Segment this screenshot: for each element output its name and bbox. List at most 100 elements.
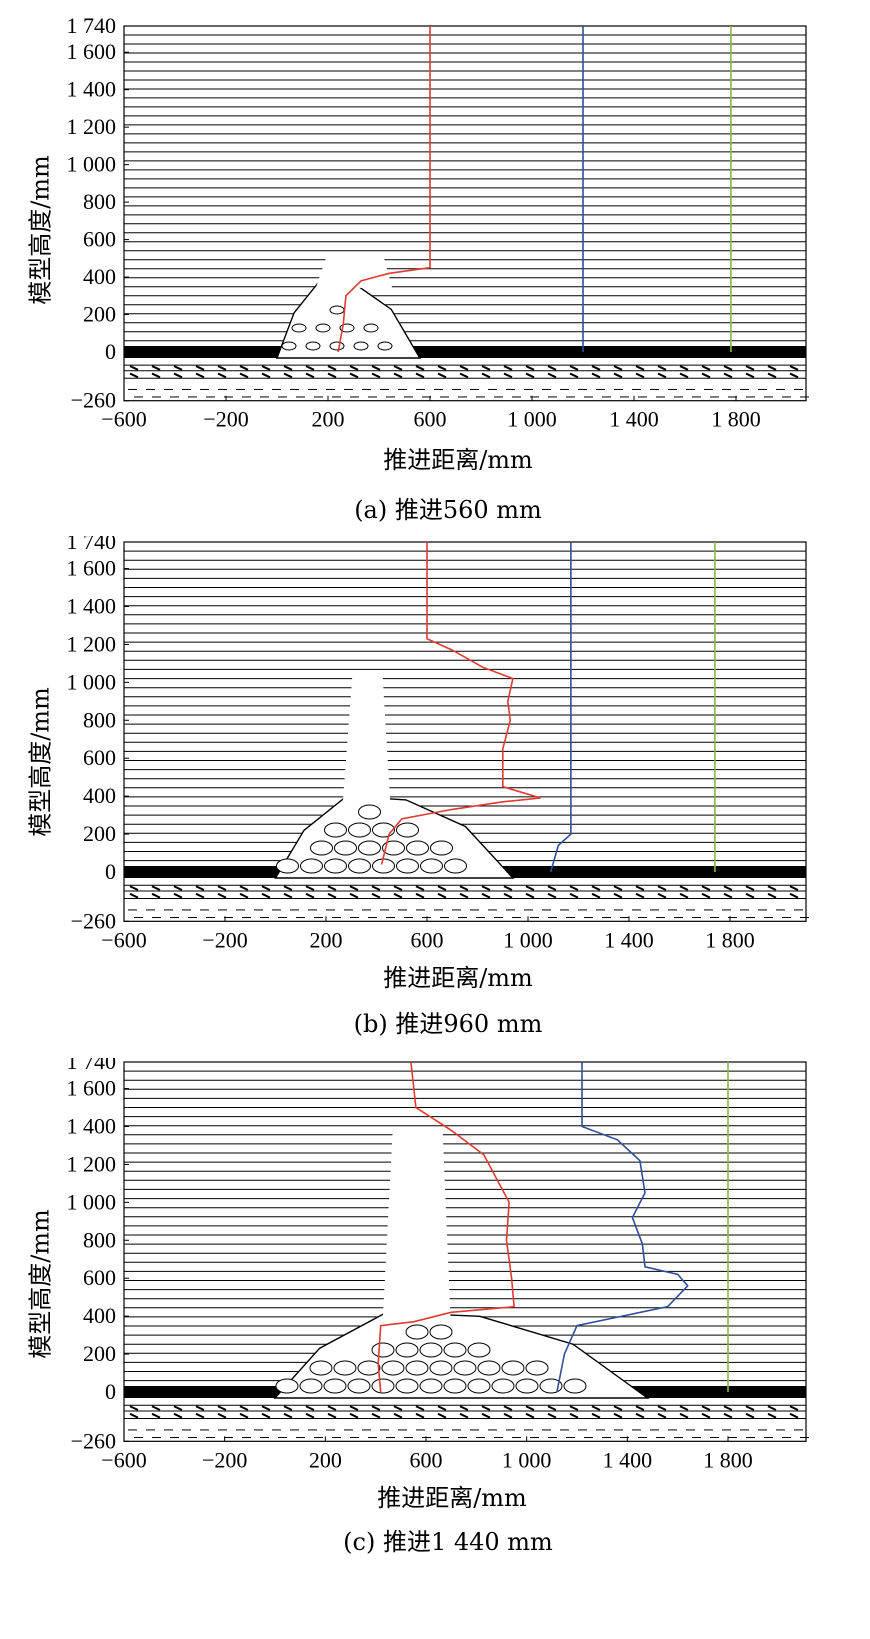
y-tick-label: 200 [83, 821, 116, 846]
plot-frame [123, 25, 807, 402]
rock-fragment [563, 1378, 587, 1394]
floor-hatch [503, 1412, 513, 1419]
coal-seam [124, 346, 806, 358]
floor-hatch [415, 365, 425, 371]
floor-hatch [283, 365, 293, 371]
floor-hatch [679, 372, 689, 379]
floor-hatch [195, 892, 205, 899]
floor-hatch [569, 1412, 579, 1419]
floor-hatch [657, 885, 667, 891]
floor-hatch [151, 372, 161, 379]
floor-hatch [481, 892, 491, 899]
floor-hatch [129, 1405, 139, 1411]
strata-lines [124, 1061, 806, 1382]
rock-fragment [300, 858, 323, 874]
floor-hatch [591, 1405, 601, 1411]
floor-hatch [415, 885, 425, 891]
floor-hatch [723, 1412, 733, 1419]
floor-hatch [349, 365, 359, 371]
y-tick-label: 400 [83, 783, 116, 808]
floor-hatch [547, 1412, 557, 1419]
floor-hatch [657, 1405, 667, 1411]
floor-hatch [789, 885, 799, 891]
y-tick-label: 800 [83, 189, 116, 214]
y-tick-label: 0 [105, 339, 116, 364]
y-tick-label: 1 000 [67, 1189, 117, 1214]
displacement-lines [377, 1061, 729, 1393]
floor-hatch [437, 365, 447, 371]
floor-hatch [723, 1405, 733, 1411]
rock-fragment [363, 323, 379, 333]
floor-hatch [569, 365, 579, 371]
y-tick-label: 1 200 [67, 1151, 117, 1176]
y-tick-label: 1 600 [67, 39, 117, 64]
rock-fragment [491, 1378, 515, 1394]
floor-hatch [305, 372, 315, 379]
floor-hatch [635, 1405, 645, 1411]
floor-hatch [129, 885, 139, 891]
x-tick-label: 1 000 [502, 1447, 552, 1472]
rock-fragment [334, 840, 357, 856]
floor-hatch [239, 892, 249, 899]
displacement-lines [380, 542, 716, 873]
rock-fragment [333, 1360, 357, 1376]
floor-hatch [481, 885, 491, 891]
floor-hatch [767, 1405, 777, 1411]
floor-hatch [261, 892, 271, 899]
floor-hatch [767, 365, 777, 371]
floor-hatch [371, 1405, 381, 1411]
x-tick-label: 1 800 [711, 407, 761, 432]
floor-hatch [283, 885, 293, 891]
floor-hatch [195, 885, 205, 891]
floor-hatch [195, 372, 205, 379]
floor-hatch [657, 1412, 667, 1419]
displacement-lines [337, 26, 732, 353]
floor-hatch [503, 892, 513, 899]
rock-fragment [477, 1360, 501, 1376]
floor-hatch [261, 1412, 271, 1419]
floor-hatch [327, 365, 337, 371]
rock-fragments [276, 804, 467, 874]
floor-hatch [635, 365, 645, 371]
y-tick-label: 1 600 [67, 556, 117, 581]
panel-b: 1 740 1 600 1 400 1 200 1 000 800 600 400 200 0 −2… [0, 536, 870, 1076]
rock-fragment [382, 840, 405, 856]
floor-hatch [723, 372, 733, 379]
y-tick-label: 200 [83, 302, 116, 327]
x-tick-label: 1 400 [604, 927, 654, 952]
floor-hatch [239, 1405, 249, 1411]
y-tick-label: 0 [105, 1379, 116, 1404]
y-tick-label: 600 [83, 745, 116, 770]
floor-hatch [459, 365, 469, 371]
floor-hatch [613, 372, 623, 379]
floor-hatch [503, 365, 513, 371]
x-tick-label: −600 [101, 1447, 146, 1472]
floor-hatch [745, 372, 755, 379]
rock-fragment [371, 1378, 395, 1394]
floor-hatch [415, 1405, 425, 1411]
floor-hatch [239, 365, 249, 371]
floor-hatch [745, 892, 755, 899]
floor-hatch [393, 365, 403, 371]
y-tick-label: 1 600 [67, 1076, 117, 1101]
rock-fragment [420, 858, 443, 874]
floor-hatch [173, 1412, 183, 1419]
floor-hatch [393, 372, 403, 379]
floor-hatch [349, 1405, 359, 1411]
y-tick-label: 1 400 [67, 593, 117, 618]
floor-hatch [305, 365, 315, 371]
floor-hatch [569, 1405, 579, 1411]
rock-fragment [396, 822, 419, 838]
rock-fragment [329, 305, 345, 315]
rock-fragment [315, 323, 331, 333]
floor-hatch [547, 892, 557, 899]
panel-c: 1 740 1 600 1 400 1 200 1 000 800 600 400 200 0 −2… [0, 1058, 870, 1598]
x-tick-label: 1 400 [609, 407, 659, 432]
rock-fragment [467, 1342, 491, 1358]
x-tick-label: −600 [101, 407, 146, 432]
floor-hatch [415, 372, 425, 379]
rock-fragment [395, 1378, 419, 1394]
floor-hatch [679, 1412, 689, 1419]
floor-hatch [679, 365, 689, 371]
floor-hatch [657, 365, 667, 371]
